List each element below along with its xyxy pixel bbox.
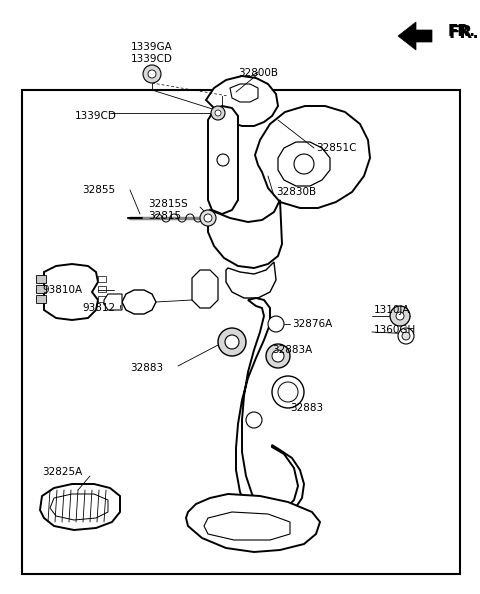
Bar: [36, 295, 46, 303]
Circle shape: [396, 312, 404, 320]
Text: 1339GA: 1339GA: [131, 42, 173, 52]
Circle shape: [211, 106, 225, 120]
Polygon shape: [208, 200, 282, 268]
Circle shape: [278, 382, 298, 402]
Polygon shape: [40, 484, 120, 530]
Text: 32851C: 32851C: [316, 143, 357, 153]
Bar: [98, 286, 106, 292]
Polygon shape: [255, 106, 370, 208]
Polygon shape: [204, 512, 290, 540]
Text: 1310JA: 1310JA: [374, 305, 410, 315]
Circle shape: [225, 335, 239, 349]
Circle shape: [272, 376, 304, 408]
Polygon shape: [206, 76, 278, 126]
Text: 32883A: 32883A: [272, 345, 312, 355]
Text: FR.: FR.: [448, 24, 479, 42]
Text: 32830B: 32830B: [276, 187, 316, 197]
Circle shape: [215, 110, 221, 116]
Bar: [22, 90, 460, 574]
Text: FR.: FR.: [448, 24, 476, 39]
Text: 32815: 32815: [148, 211, 181, 221]
Circle shape: [148, 70, 156, 78]
Polygon shape: [122, 290, 156, 314]
Polygon shape: [226, 262, 276, 298]
Circle shape: [217, 154, 229, 166]
Text: 1339CD: 1339CD: [75, 111, 117, 121]
Circle shape: [246, 412, 262, 428]
Text: 32800B: 32800B: [238, 68, 278, 78]
Bar: [98, 276, 106, 282]
Bar: [36, 285, 46, 293]
Text: 1360GH: 1360GH: [374, 325, 416, 335]
Circle shape: [266, 344, 290, 368]
Text: 32825A: 32825A: [42, 467, 82, 477]
Polygon shape: [278, 142, 330, 186]
Polygon shape: [44, 264, 98, 320]
Circle shape: [143, 65, 161, 83]
Circle shape: [390, 306, 410, 326]
Polygon shape: [104, 294, 122, 310]
Text: 32815S: 32815S: [148, 199, 188, 209]
Polygon shape: [398, 22, 432, 50]
Circle shape: [200, 210, 216, 226]
Circle shape: [272, 350, 284, 362]
Bar: [98, 296, 106, 302]
Circle shape: [402, 332, 410, 340]
Polygon shape: [236, 298, 304, 520]
Text: 32876A: 32876A: [292, 319, 332, 329]
Text: 93810A: 93810A: [42, 285, 82, 295]
Text: 32883: 32883: [130, 363, 163, 373]
Circle shape: [398, 328, 414, 344]
Text: 32855: 32855: [82, 185, 115, 195]
Polygon shape: [192, 270, 218, 308]
Bar: [36, 275, 46, 283]
Text: 32883: 32883: [290, 403, 323, 413]
Circle shape: [268, 316, 284, 332]
Polygon shape: [186, 494, 320, 552]
Text: 1339CD: 1339CD: [131, 54, 173, 64]
Circle shape: [294, 154, 314, 174]
Text: 93812: 93812: [82, 303, 115, 313]
Circle shape: [204, 214, 212, 222]
Polygon shape: [208, 106, 238, 214]
Polygon shape: [230, 84, 258, 102]
Circle shape: [218, 328, 246, 356]
